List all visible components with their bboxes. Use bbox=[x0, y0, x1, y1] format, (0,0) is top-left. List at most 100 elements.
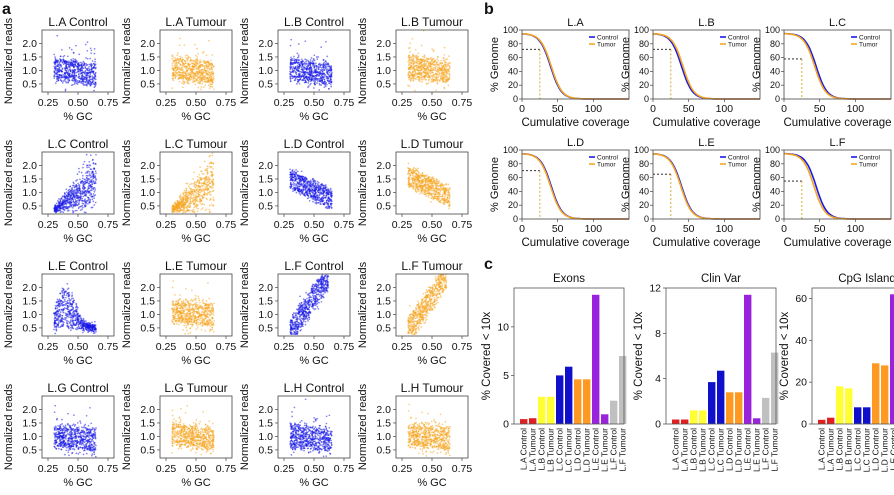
data-point bbox=[291, 77, 294, 80]
data-point bbox=[78, 200, 81, 203]
data-point bbox=[91, 195, 93, 198]
data-point bbox=[325, 192, 328, 194]
data-point bbox=[290, 173, 293, 175]
data-point bbox=[448, 75, 451, 77]
data-point bbox=[418, 71, 421, 74]
data-point bbox=[199, 74, 202, 77]
data-point bbox=[88, 79, 91, 82]
data-point bbox=[199, 66, 201, 68]
data-point bbox=[433, 76, 436, 79]
data-point bbox=[91, 81, 94, 83]
data-point bbox=[307, 65, 309, 67]
data-point bbox=[69, 61, 71, 64]
data-point bbox=[86, 166, 88, 169]
data-point bbox=[171, 57, 174, 60]
data-point bbox=[78, 75, 81, 78]
plot-title: L.D Tumour bbox=[401, 137, 464, 151]
data-point bbox=[307, 80, 310, 83]
data-point bbox=[195, 80, 197, 82]
data-point bbox=[184, 54, 187, 57]
data-point bbox=[88, 174, 90, 177]
data-point bbox=[64, 200, 67, 203]
data-point bbox=[422, 58, 425, 61]
data-point bbox=[61, 68, 64, 70]
data-point bbox=[91, 198, 94, 201]
data-point bbox=[207, 62, 210, 65]
data-point bbox=[328, 82, 330, 84]
x-tick-label: 0.50 bbox=[304, 97, 325, 109]
y-tick-label: 0.5 bbox=[22, 78, 37, 90]
data-point bbox=[76, 83, 79, 85]
data-point bbox=[64, 73, 67, 75]
data-point bbox=[65, 64, 68, 67]
data-point bbox=[309, 64, 312, 66]
data-point bbox=[317, 181, 320, 184]
data-point bbox=[58, 61, 61, 64]
plot-title: L.D Control bbox=[284, 137, 345, 151]
data-point bbox=[309, 190, 311, 193]
data-point bbox=[209, 71, 211, 74]
data-point bbox=[410, 66, 413, 68]
data-point bbox=[435, 65, 437, 68]
data-point bbox=[179, 64, 182, 66]
data-point bbox=[182, 75, 184, 78]
data-point bbox=[197, 187, 199, 190]
data-point bbox=[176, 73, 179, 75]
data-point bbox=[70, 59, 73, 62]
data-point bbox=[296, 175, 299, 177]
data-point bbox=[424, 70, 427, 73]
data-point bbox=[291, 68, 294, 70]
data-point bbox=[181, 64, 184, 67]
data-point bbox=[312, 182, 315, 185]
data-point bbox=[80, 64, 83, 66]
data-point bbox=[408, 70, 411, 73]
data-point bbox=[212, 79, 215, 81]
data-point bbox=[318, 197, 321, 199]
data-point bbox=[68, 74, 71, 77]
data-point bbox=[57, 68, 60, 71]
data-point bbox=[301, 178, 304, 181]
data-point bbox=[93, 89, 95, 92]
data-point bbox=[95, 153, 97, 156]
data-point bbox=[92, 162, 95, 165]
data-point bbox=[316, 195, 319, 198]
data-point bbox=[443, 59, 446, 62]
data-point bbox=[90, 62, 93, 65]
data-point bbox=[73, 186, 76, 189]
data-point bbox=[76, 209, 78, 212]
data-point bbox=[75, 78, 77, 81]
x-tick-label: 0.75 bbox=[216, 97, 237, 109]
data-point bbox=[290, 56, 292, 59]
data-point bbox=[77, 204, 79, 206]
data-point bbox=[93, 52, 96, 55]
data-point bbox=[289, 64, 292, 66]
data-point bbox=[92, 200, 95, 203]
data-point bbox=[173, 202, 176, 205]
data-point bbox=[55, 60, 58, 62]
data-points bbox=[289, 168, 333, 210]
data-point bbox=[325, 40, 327, 43]
data-point bbox=[73, 83, 76, 85]
data-point bbox=[321, 76, 323, 79]
data-point bbox=[88, 198, 90, 200]
data-point bbox=[86, 67, 89, 70]
data-point bbox=[202, 59, 205, 62]
data-point bbox=[209, 198, 212, 201]
data-point bbox=[197, 185, 200, 188]
data-point bbox=[435, 89, 437, 92]
data-point bbox=[319, 64, 322, 67]
data-points bbox=[171, 37, 215, 91]
y-tick-label: 2.0 bbox=[140, 160, 155, 172]
data-point bbox=[447, 55, 450, 57]
data-point bbox=[321, 200, 324, 203]
data-point bbox=[78, 77, 81, 80]
data-point bbox=[174, 57, 177, 60]
data-point bbox=[188, 74, 191, 76]
data-point bbox=[427, 82, 430, 85]
data-point bbox=[328, 88, 330, 90]
data-point bbox=[195, 207, 198, 209]
data-point bbox=[298, 192, 301, 194]
data-point bbox=[323, 72, 325, 75]
data-point bbox=[415, 74, 417, 77]
data-point bbox=[71, 206, 74, 209]
